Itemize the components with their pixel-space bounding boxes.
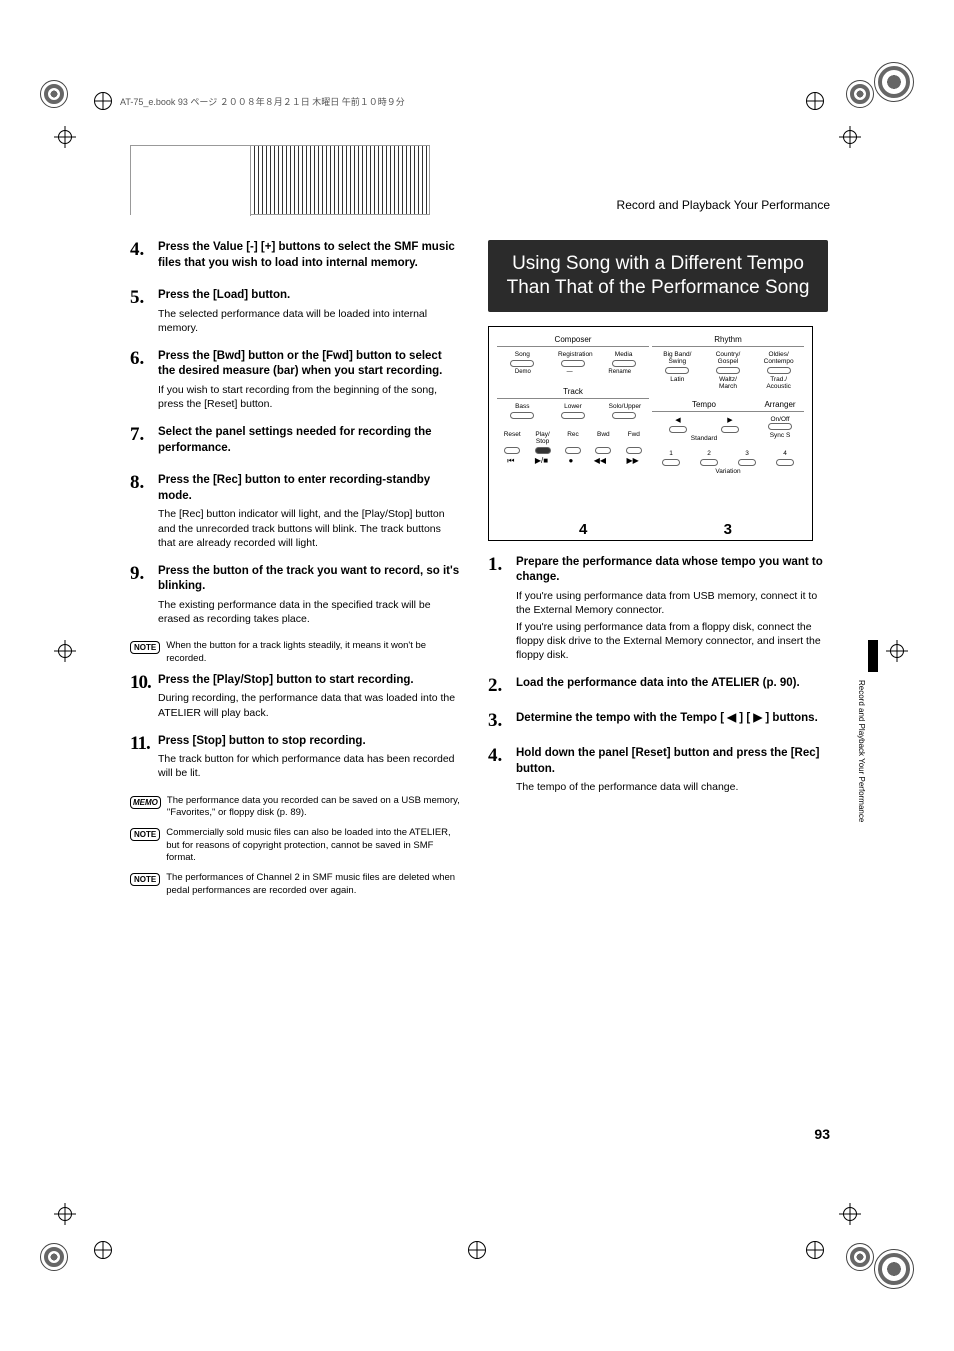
- step-number: 4.: [130, 240, 158, 261]
- note-text: Commercially sold music files can also b…: [166, 827, 460, 864]
- reg-mark: [94, 92, 112, 110]
- print-corner-tr: [846, 80, 874, 108]
- print-corner-tr-outer: [874, 62, 914, 102]
- pd-composer: Composer: [497, 335, 649, 347]
- step-7: 7. Select the panel settings needed for …: [130, 425, 460, 459]
- reg-mark: [468, 1241, 486, 1259]
- memo-badge: MEMO: [130, 796, 161, 809]
- reg-mark: [94, 1241, 112, 1259]
- cross-mark: [56, 128, 74, 146]
- sidebar-tab: [868, 640, 878, 672]
- cross-mark: [841, 128, 859, 146]
- step-number: 6.: [130, 349, 158, 370]
- step-number: 9.: [130, 564, 158, 585]
- note-after-9: NOTE When the button for a track lights …: [130, 640, 460, 665]
- step-9: 9. Press the button of the track you wan…: [130, 564, 460, 626]
- memo-1: MEMO The performance data you recorded c…: [130, 795, 460, 820]
- note-2: NOTE Commercially sold music files can a…: [130, 827, 460, 864]
- pdf-header-line: AT-75_e.book 93 ページ ２００８年８月２１日 木曜日 午前１０時…: [120, 95, 405, 108]
- pointer-4: 4: [579, 521, 587, 538]
- note-badge: NOTE: [130, 641, 160, 654]
- r-step-1: 1. Prepare the performance data whose te…: [488, 555, 828, 663]
- step-detail: The [Rec] button indicator will light, a…: [158, 507, 460, 550]
- step-head: Hold down the panel [Reset] button and p…: [516, 746, 828, 777]
- section-header: Using Song with a Different Tempo Than T…: [488, 240, 828, 312]
- cross-mark: [888, 642, 906, 660]
- step-6: 6. Press the [Bwd] button or the [Fwd] b…: [130, 349, 460, 411]
- pd-track: Track: [497, 387, 649, 399]
- left-column: 4. Press the Value [-] [+] buttons to se…: [130, 240, 460, 905]
- step-head: Prepare the performance data whose tempo…: [516, 555, 828, 586]
- step-number: 11.: [130, 734, 158, 755]
- step-number: 10.: [130, 673, 158, 694]
- step-head: Press the [Rec] button to enter recordin…: [158, 473, 460, 504]
- step-detail: The selected performance data will be lo…: [158, 307, 460, 335]
- step-10: 10. Press the [Play/Stop] button to star…: [130, 673, 460, 720]
- step-5: 5. Press the [Load] button. The selected…: [130, 288, 460, 335]
- cross-mark: [56, 642, 74, 660]
- note-text: The performances of Channel 2 in SMF mus…: [166, 872, 460, 897]
- note-3: NOTE The performances of Channel 2 in SM…: [130, 872, 460, 897]
- r-step-4: 4. Hold down the panel [Reset] button an…: [488, 746, 828, 794]
- step-number: 3.: [488, 711, 516, 732]
- sidebar-text: Record and Playback Your Performance: [857, 680, 866, 822]
- step-number: 4.: [488, 746, 516, 767]
- panel-diagram: Composer SongRegistrationMedia Demo—Rena…: [488, 326, 813, 541]
- note-text: When the button for a track lights stead…: [166, 640, 460, 665]
- step-head: Press the Value [-] [+] buttons to selec…: [158, 240, 460, 271]
- keyboard-diagram: [130, 145, 430, 215]
- step-head: Determine the tempo with the Tempo [ ◀ ]…: [516, 711, 828, 727]
- cross-mark: [56, 1205, 74, 1223]
- step-head: Press the [Play/Stop] button to start re…: [158, 673, 460, 689]
- step-head: Load the performance data into the ATELI…: [516, 676, 828, 692]
- memo-text: The performance data you recorded can be…: [167, 795, 460, 820]
- step-head: Press the [Load] button.: [158, 288, 460, 304]
- reg-mark: [806, 1241, 824, 1259]
- pd-rhythm: Rhythm: [652, 335, 804, 347]
- step-detail: If you're using performance data from US…: [516, 589, 828, 617]
- r-step-3: 3. Determine the tempo with the Tempo [ …: [488, 711, 828, 732]
- page-number: 93: [814, 1126, 830, 1142]
- note-badge: NOTE: [130, 828, 160, 841]
- step-number: 2.: [488, 676, 516, 697]
- step-head: Select the panel settings needed for rec…: [158, 425, 460, 456]
- step-head: Press the button of the track you want t…: [158, 564, 460, 595]
- note-badge: NOTE: [130, 873, 160, 886]
- cross-mark: [841, 1205, 859, 1223]
- step-number: 8.: [130, 473, 158, 494]
- print-corner-bl: [40, 1243, 68, 1271]
- step-head: Press [Stop] button to stop recording.: [158, 734, 460, 750]
- step-number: 7.: [130, 425, 158, 446]
- pointer-3: 3: [724, 521, 732, 538]
- step-detail: If you're using performance data from a …: [516, 620, 828, 663]
- pd-tempo: Tempo: [652, 400, 756, 412]
- chapter-title: Record and Playback Your Performance: [617, 198, 830, 212]
- step-number: 5.: [130, 288, 158, 309]
- print-corner-br-outer: [874, 1249, 914, 1289]
- step-detail: If you wish to start recording from the …: [158, 383, 460, 411]
- step-11: 11. Press [Stop] button to stop recordin…: [130, 734, 460, 781]
- step-8: 8. Press the [Rec] button to enter recor…: [130, 473, 460, 550]
- print-corner-tl: [40, 80, 68, 108]
- page: AT-75_e.book 93 ページ ２００８年８月２１日 木曜日 午前１０時…: [130, 90, 830, 1190]
- step-4: 4. Press the Value [-] [+] buttons to se…: [130, 240, 460, 274]
- print-corner-br: [846, 1243, 874, 1271]
- step-head: Press the [Bwd] button or the [Fwd] butt…: [158, 349, 460, 380]
- step-number: 1.: [488, 555, 516, 576]
- step-detail: During recording, the performance data t…: [158, 691, 460, 719]
- r-step-2: 2. Load the performance data into the AT…: [488, 676, 828, 697]
- step-detail: The existing performance data in the spe…: [158, 598, 460, 626]
- pd-arranger: Arranger: [756, 400, 804, 412]
- right-column: Using Song with a Different Tempo Than T…: [488, 240, 828, 808]
- step-detail: The tempo of the performance data will c…: [516, 780, 828, 794]
- step-detail: The track button for which performance d…: [158, 752, 460, 780]
